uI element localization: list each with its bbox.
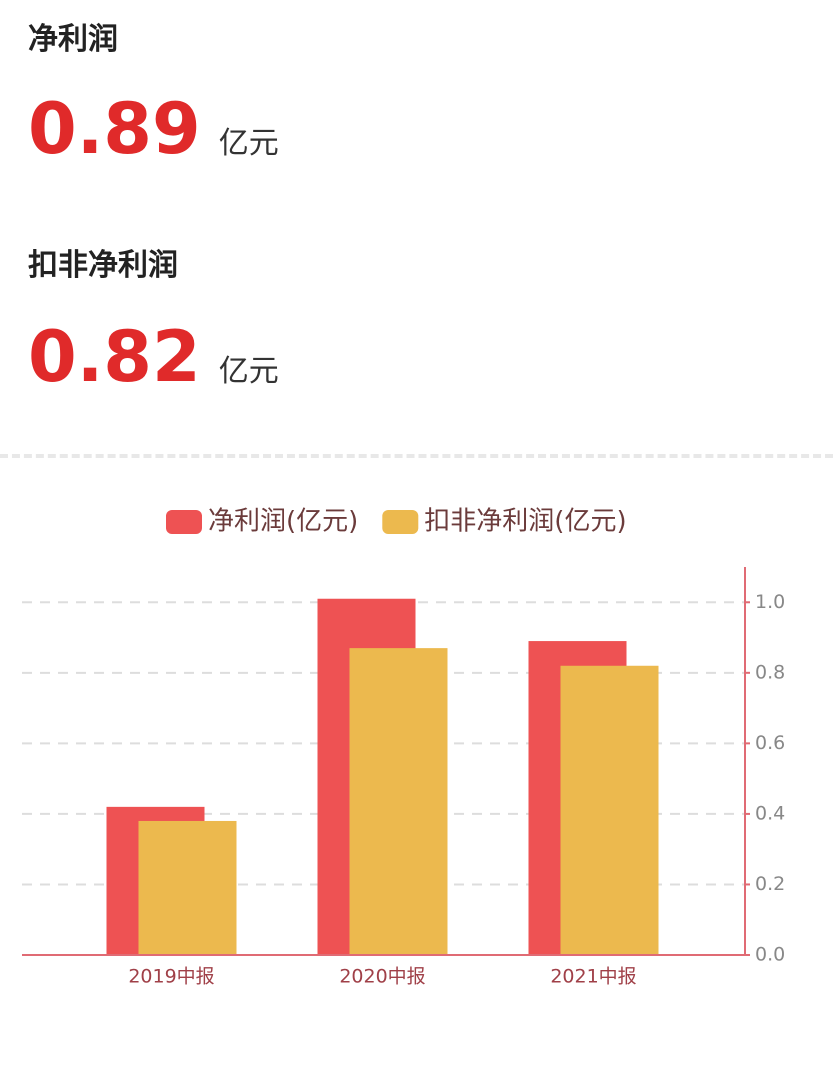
metric-value: 0.82 xyxy=(28,316,201,398)
metric-unit: 亿元 xyxy=(218,126,279,161)
bar xyxy=(560,665,659,955)
metric-label: 扣非净利润 xyxy=(28,248,178,283)
legend-label: 扣非净利润(亿元) xyxy=(424,507,626,537)
legend-label: 净利润(亿元) xyxy=(208,507,358,537)
metric-row: 0.82 亿元 xyxy=(28,316,279,398)
metric-unit: 亿元 xyxy=(218,354,279,389)
x-tick-label: 2019中报 xyxy=(128,966,214,988)
x-tick-label: 2021中报 xyxy=(550,966,636,988)
legend-swatch xyxy=(382,510,419,534)
legend-swatch xyxy=(166,510,202,534)
metric-value: 0.89 xyxy=(28,88,201,170)
y-tick-label: 0.6 xyxy=(755,732,785,754)
x-tick-label: 2020中报 xyxy=(339,966,425,988)
y-tick-label: 0.2 xyxy=(755,873,785,895)
y-tick-label: 0.0 xyxy=(755,944,785,966)
y-tick-label: 0.4 xyxy=(755,802,785,824)
y-tick-label: 0.8 xyxy=(755,661,785,683)
bar xyxy=(349,648,448,955)
metric-row: 0.89 亿元 xyxy=(28,88,279,170)
separator xyxy=(0,454,833,458)
bar xyxy=(138,820,237,955)
metric-label: 净利润 xyxy=(28,22,118,57)
y-tick-label: 1.0 xyxy=(755,591,785,613)
